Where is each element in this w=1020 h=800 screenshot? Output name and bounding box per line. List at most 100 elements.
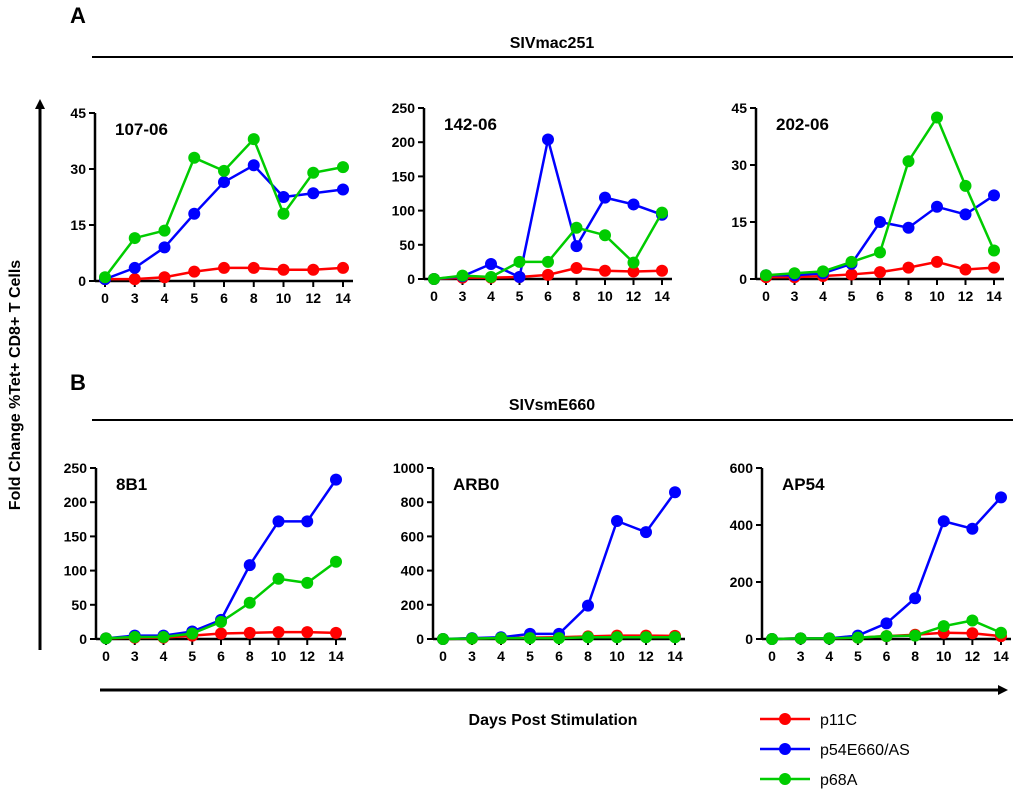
- data-point: [277, 263, 290, 276]
- x-tick-label: 6: [217, 648, 225, 664]
- x-tick-label: 8: [573, 288, 581, 304]
- data-point: [669, 631, 681, 644]
- y-tick-label: 150: [64, 528, 88, 544]
- y-tick-label: 45: [70, 105, 86, 121]
- x-tick-label: 14: [986, 288, 1002, 304]
- data-point: [524, 632, 536, 645]
- x-tick-label: 6: [883, 648, 891, 664]
- chart-title: 8B1: [116, 475, 147, 494]
- data-point: [247, 159, 260, 172]
- data-point: [215, 615, 227, 628]
- data-point: [188, 151, 201, 164]
- data-point: [874, 246, 886, 259]
- x-tick-label: 10: [276, 290, 292, 306]
- y-tick-label: 0: [79, 631, 87, 647]
- x-tick-label: 0: [762, 288, 770, 304]
- data-point: [611, 631, 623, 644]
- data-point: [988, 261, 1000, 274]
- y-tick-label: 250: [392, 100, 416, 116]
- x-tick-label: 10: [597, 288, 613, 304]
- x-tick-label: 5: [526, 648, 534, 664]
- data-point: [880, 617, 893, 630]
- series-line-p54E660/AS: [442, 491, 677, 641]
- y-tick-label: 45: [731, 100, 747, 116]
- data-point: [330, 555, 342, 568]
- legend-item: p68A: [760, 772, 858, 789]
- data-point: [456, 269, 469, 282]
- data-point: [301, 626, 314, 639]
- data-point: [611, 515, 623, 528]
- data-point: [466, 632, 478, 645]
- data-point: [158, 224, 171, 237]
- data-point: [582, 599, 594, 612]
- data-point: [553, 632, 565, 645]
- x-tick-label: 14: [335, 290, 351, 306]
- data-point: [788, 267, 801, 280]
- data-point: [656, 264, 668, 277]
- data-point: [128, 232, 141, 245]
- x-tick-label: 0: [101, 290, 109, 306]
- y-tick-label: 0: [407, 271, 415, 287]
- x-tick-label: 3: [459, 288, 467, 304]
- y-tick-label: 400: [730, 517, 754, 533]
- series-line-p54E660/AS: [766, 194, 995, 277]
- data-point: [272, 626, 285, 639]
- data-point: [218, 164, 230, 177]
- chart-title: 107-06: [115, 120, 168, 139]
- data-point: [272, 515, 285, 528]
- legend-item: p11C: [760, 712, 857, 729]
- data-point: [988, 189, 1000, 202]
- data-point: [307, 166, 320, 179]
- legend-label: p11C: [820, 712, 857, 729]
- data-point: [542, 133, 554, 146]
- x-tick-label: 10: [271, 648, 287, 664]
- data-point: [959, 179, 972, 192]
- data-point: [760, 269, 772, 282]
- data-point: [330, 473, 342, 486]
- data-point: [307, 187, 320, 200]
- legend-label: p54E660/AS: [820, 742, 910, 759]
- x-tick-label: 4: [161, 290, 169, 306]
- data-point: [627, 198, 640, 211]
- data-point: [640, 631, 652, 644]
- data-point: [437, 633, 449, 645]
- data-point: [656, 206, 668, 219]
- data-point: [243, 626, 256, 639]
- data-point: [874, 216, 886, 228]
- data-point: [272, 572, 285, 585]
- data-point: [301, 576, 314, 589]
- data-point: [966, 627, 979, 640]
- data-point: [845, 268, 858, 281]
- data-point: [570, 262, 583, 275]
- legend-swatch-marker: [779, 773, 791, 785]
- data-point: [995, 491, 1007, 504]
- y-tick-label: 100: [392, 203, 416, 219]
- data-point: [959, 208, 972, 221]
- y-tick-label: 30: [70, 161, 86, 177]
- data-point: [599, 191, 611, 204]
- data-point: [247, 261, 260, 274]
- y-tick-label: 600: [401, 528, 425, 544]
- y-tick-label: 250: [64, 460, 88, 476]
- x-tick-label: 8: [246, 648, 254, 664]
- x-tick-label: 3: [791, 288, 799, 304]
- data-point: [937, 620, 950, 633]
- data-point: [243, 559, 256, 572]
- x-tick-label: 10: [929, 288, 945, 304]
- y-tick-label: 200: [64, 494, 88, 510]
- x-tick-label: 5: [516, 288, 524, 304]
- x-tick-label: 3: [131, 648, 139, 664]
- data-point: [931, 255, 943, 268]
- data-point: [880, 630, 893, 643]
- data-point: [627, 256, 640, 269]
- x-tick-label: 3: [131, 290, 139, 306]
- panel-letter-a: A: [70, 3, 86, 28]
- x-tick-label: 5: [848, 288, 856, 304]
- data-point: [902, 261, 915, 274]
- x-tick-label: 6: [220, 290, 228, 306]
- data-point: [186, 627, 199, 640]
- data-point: [157, 630, 170, 643]
- data-point: [128, 273, 141, 286]
- x-tick-label: 6: [876, 288, 884, 304]
- x-tick-label: 8: [911, 648, 919, 664]
